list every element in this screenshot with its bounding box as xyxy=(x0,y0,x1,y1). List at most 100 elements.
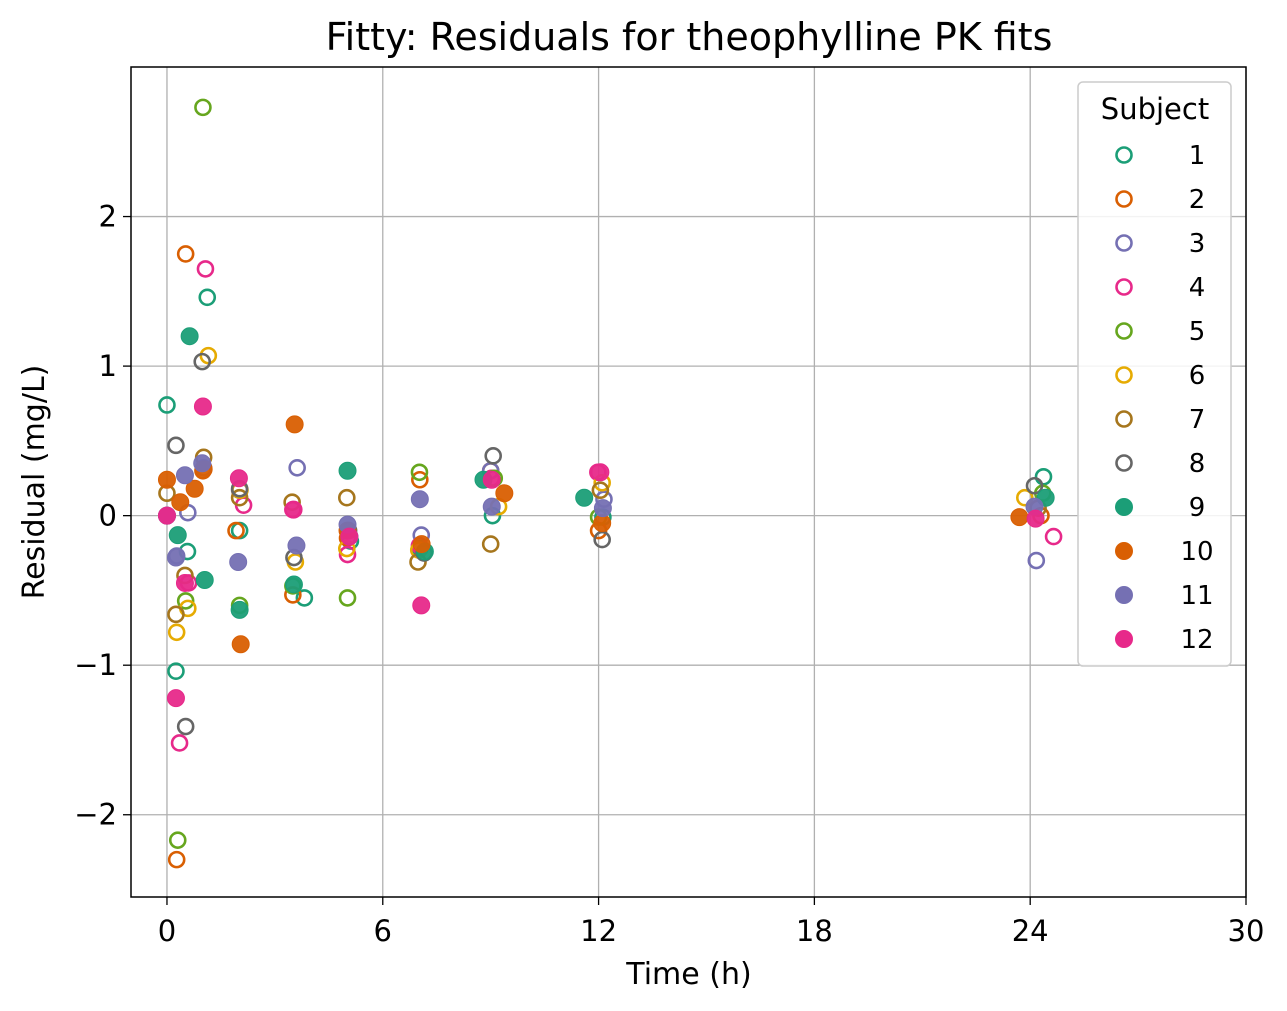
data-point xyxy=(180,327,199,346)
data-point xyxy=(170,734,189,752)
data-point xyxy=(230,600,249,619)
legend-label: 12 xyxy=(1180,625,1213,655)
x-tick-label: 12 xyxy=(580,914,617,948)
x-tick-label: 6 xyxy=(374,914,392,948)
data-point xyxy=(284,500,303,519)
data-point xyxy=(157,470,176,489)
data-point xyxy=(1027,551,1046,570)
data-point xyxy=(176,717,195,736)
data-point xyxy=(1034,467,1053,486)
data-point xyxy=(1010,508,1029,527)
x-tick-label: 24 xyxy=(1012,914,1049,948)
legend-label: 4 xyxy=(1189,273,1206,303)
data-point xyxy=(230,488,249,507)
x-tick-label: 18 xyxy=(796,914,833,948)
data-point xyxy=(168,831,187,849)
legend-label: 3 xyxy=(1189,229,1206,259)
data-point xyxy=(593,514,612,533)
data-point xyxy=(593,530,611,549)
data-point xyxy=(193,352,212,371)
data-point xyxy=(481,535,500,553)
data-point xyxy=(167,623,186,642)
legend-marker xyxy=(1115,278,1133,296)
legend-label: 1 xyxy=(1189,141,1206,171)
data-point xyxy=(338,488,356,507)
data-point xyxy=(167,605,185,624)
data-point xyxy=(167,850,186,869)
data-point xyxy=(591,463,610,482)
legend-label: 8 xyxy=(1189,449,1206,479)
data-point xyxy=(340,527,359,546)
data-point xyxy=(195,570,214,589)
data-point xyxy=(185,479,204,498)
data-point xyxy=(157,506,176,525)
legend-marker xyxy=(1115,410,1133,428)
data-point xyxy=(167,436,185,455)
y-axis-label: Residual (mg/L) xyxy=(17,365,52,600)
data-point xyxy=(295,589,314,607)
legend-marker xyxy=(1115,366,1133,384)
data-point xyxy=(284,575,303,594)
data-point xyxy=(166,548,185,567)
x-axis-label: Time (h) xyxy=(625,957,751,992)
series-12 xyxy=(157,397,1045,708)
legend-marker xyxy=(1115,542,1133,560)
data-point xyxy=(171,493,190,512)
data-point xyxy=(176,245,195,263)
data-point xyxy=(338,461,357,480)
data-point xyxy=(575,488,594,507)
data-point xyxy=(1026,509,1045,528)
data-point xyxy=(412,535,431,554)
data-point xyxy=(591,481,610,500)
data-points xyxy=(157,98,1063,869)
data-point xyxy=(287,536,306,555)
data-point xyxy=(175,573,194,592)
legend-marker xyxy=(1115,630,1133,648)
legend-label: 10 xyxy=(1180,537,1213,567)
data-point xyxy=(338,589,357,607)
data-point xyxy=(482,470,501,489)
data-point xyxy=(338,545,357,564)
y-tick-label: −2 xyxy=(74,798,117,832)
y-tick-label: −1 xyxy=(74,648,117,682)
data-point xyxy=(196,260,215,278)
legend-box xyxy=(1077,81,1232,667)
legend-label: 6 xyxy=(1189,361,1206,391)
legend-marker xyxy=(1115,146,1133,164)
data-point xyxy=(495,484,514,503)
legend-marker xyxy=(1115,190,1133,208)
data-point xyxy=(1015,488,1034,507)
data-point xyxy=(484,447,502,465)
data-point xyxy=(229,553,248,572)
series-2 xyxy=(158,245,1050,869)
data-point xyxy=(1044,527,1063,546)
data-point xyxy=(198,288,217,307)
y-tick-label: 0 xyxy=(99,499,117,533)
data-point xyxy=(176,592,195,610)
data-point xyxy=(285,415,304,434)
data-point xyxy=(231,635,250,654)
data-point xyxy=(227,521,245,540)
data-point xyxy=(193,397,212,416)
x-tick-label: 30 xyxy=(1228,914,1265,948)
y-tick-label: 1 xyxy=(99,349,117,383)
data-point xyxy=(593,499,612,518)
plot-area-frame xyxy=(130,66,1247,898)
legend-label: 2 xyxy=(1189,185,1206,215)
legend-marker xyxy=(1115,234,1133,252)
data-point xyxy=(158,396,176,414)
data-point xyxy=(1025,476,1044,495)
data-point xyxy=(168,526,187,545)
data-point xyxy=(410,490,429,509)
legend-marker xyxy=(1115,586,1133,604)
legend-label: 11 xyxy=(1180,581,1213,611)
data-point xyxy=(411,470,429,489)
data-point xyxy=(166,689,185,708)
legend-marker xyxy=(1115,322,1133,340)
legend-label: 7 xyxy=(1189,405,1206,435)
data-point xyxy=(194,98,212,117)
